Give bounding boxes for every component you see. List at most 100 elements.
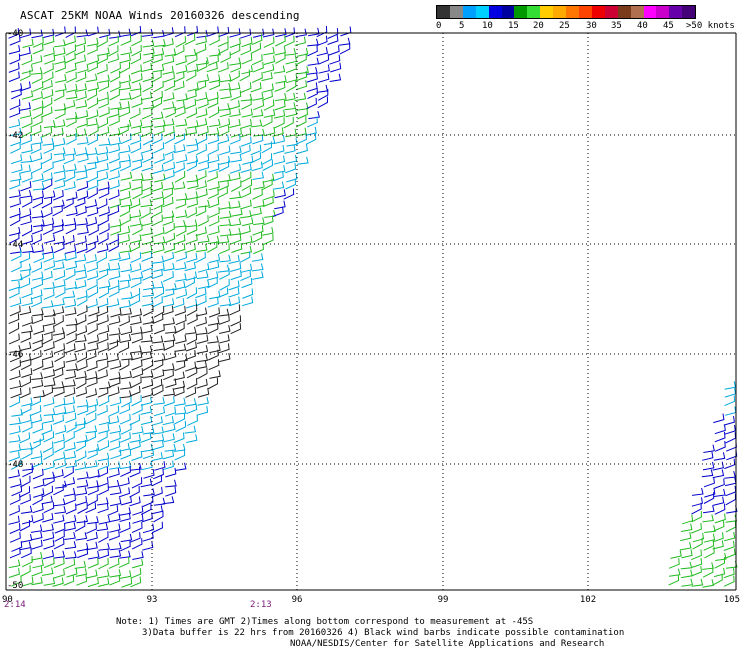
wind-barb (207, 127, 220, 136)
wind-barb (186, 333, 198, 345)
wind-barb (129, 496, 141, 507)
wind-barb (230, 154, 243, 163)
wind-barb (75, 270, 87, 281)
wind-barb (670, 549, 682, 559)
wind-barb (42, 217, 55, 227)
wind-barb (229, 191, 242, 200)
wind-barb (31, 115, 43, 127)
wind-barb (163, 271, 174, 282)
wind-barb (186, 207, 197, 219)
wind-barb (198, 161, 210, 172)
wind-barb (53, 242, 65, 254)
wind-barb (98, 325, 110, 335)
wind-barb (164, 80, 176, 92)
wind-barb (32, 173, 44, 183)
wind-barb (55, 74, 67, 83)
wind-barb (43, 369, 55, 379)
wind-barb (274, 81, 286, 92)
wind-barb (142, 289, 155, 297)
wind-barb (252, 92, 264, 101)
wind-barb (32, 313, 44, 325)
wind-barb (184, 48, 197, 57)
wind-barb (20, 475, 31, 488)
wind-barb (30, 152, 43, 163)
wind-barb (63, 396, 76, 406)
wind-barb (64, 450, 77, 460)
wind-barb (153, 243, 165, 254)
wind-barb (724, 424, 736, 435)
wind-barb (241, 37, 253, 48)
wind-barb (724, 395, 736, 407)
wind-barb (173, 298, 185, 309)
wind-barb (98, 106, 110, 118)
wind-barb (98, 47, 110, 56)
wind-barb (109, 371, 121, 381)
wind-barb (140, 478, 153, 488)
wind-barb (294, 92, 307, 102)
wind-barb (261, 153, 273, 165)
wind-barb (262, 28, 275, 38)
wind-barb (119, 144, 131, 154)
wind-barb (208, 143, 219, 155)
wind-barb (74, 421, 86, 433)
wind-barb (42, 161, 54, 173)
wind-barb (74, 54, 87, 64)
wind-barb (53, 179, 66, 190)
wind-barb (9, 214, 21, 227)
wind-barb (77, 547, 89, 559)
wind-barb (724, 387, 736, 398)
wind-barb (140, 91, 153, 101)
wind-barb (174, 26, 186, 38)
wind-barb (96, 352, 109, 362)
wind-barb (107, 479, 120, 488)
wind-barb (208, 162, 220, 173)
wind-barb (8, 71, 20, 83)
wind-barb (30, 125, 42, 136)
wind-barb (218, 314, 230, 325)
wind-barb (98, 424, 110, 434)
wind-barb (195, 92, 208, 102)
wind-barb (316, 84, 329, 93)
wind-barb (33, 433, 45, 444)
wind-barb (54, 343, 66, 354)
wind-barb (239, 251, 251, 263)
wind-barb (131, 450, 143, 461)
wind-barb (196, 108, 208, 118)
wind-barb (163, 72, 175, 83)
wind-barb (19, 47, 31, 57)
wind-barb (131, 376, 142, 388)
wind-barb (43, 502, 55, 514)
wind-barb (98, 440, 110, 452)
wind-barb (129, 466, 141, 478)
wind-barb (164, 48, 177, 57)
wind-barb (31, 136, 43, 145)
wind-barb (63, 405, 76, 415)
wind-barb (217, 235, 230, 244)
wind-barb (151, 475, 163, 487)
wind-barb (198, 215, 209, 227)
wind-barb (77, 63, 89, 74)
wind-barb (20, 565, 31, 577)
wind-barb (20, 505, 33, 514)
wind-barb (75, 487, 88, 496)
wind-barb (186, 159, 198, 172)
wind-barb (131, 34, 142, 47)
wind-barb (164, 145, 176, 156)
wind-barb (77, 180, 89, 192)
wind-barb (141, 28, 154, 37)
wind-barb (64, 181, 76, 191)
wind-barb (274, 117, 285, 129)
wind-barb (44, 317, 56, 327)
wind-barb (712, 573, 723, 586)
wind-barb (41, 196, 53, 209)
legend-label: >50 knots (686, 21, 735, 31)
wind-barb (140, 345, 153, 354)
wind-barb (31, 55, 43, 65)
wind-barb (64, 35, 76, 46)
wind-barb (296, 144, 308, 154)
wind-barb (98, 263, 111, 273)
wind-barb (704, 546, 715, 559)
wind-barb (98, 280, 111, 289)
wind-barb (52, 204, 63, 217)
wind-barb (130, 345, 142, 354)
